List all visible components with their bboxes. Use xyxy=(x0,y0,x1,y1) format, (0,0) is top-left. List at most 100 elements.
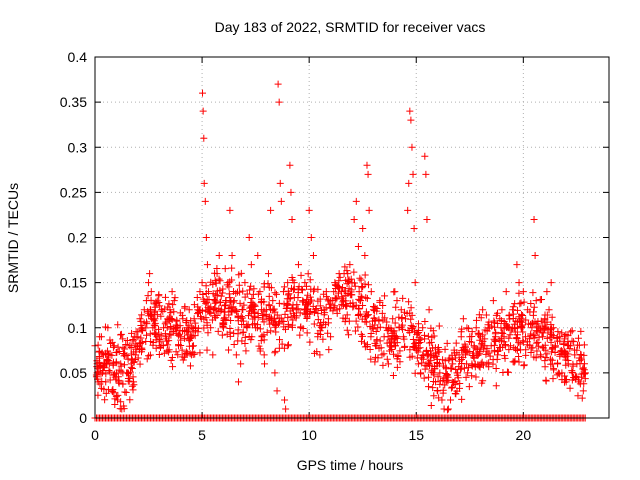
data-point xyxy=(114,321,122,329)
data-point xyxy=(444,405,452,413)
data-point xyxy=(423,350,431,358)
data-point xyxy=(553,371,561,379)
data-point xyxy=(496,315,504,323)
data-point xyxy=(455,357,463,365)
data-point xyxy=(547,328,555,336)
data-point xyxy=(303,313,311,321)
data-point xyxy=(357,276,365,284)
data-point xyxy=(396,347,404,355)
data-point xyxy=(399,294,407,302)
data-point xyxy=(336,273,344,281)
data-point xyxy=(563,352,571,360)
data-point xyxy=(316,351,324,359)
data-point xyxy=(387,342,395,350)
data-point xyxy=(436,380,444,388)
data-point xyxy=(500,333,508,341)
data-point xyxy=(240,301,248,309)
data-point xyxy=(314,333,322,341)
data-point xyxy=(415,336,423,344)
data-point xyxy=(530,303,538,311)
data-point xyxy=(215,252,223,260)
data-point xyxy=(297,271,305,279)
data-point xyxy=(560,340,568,348)
data-point xyxy=(115,379,123,387)
data-point xyxy=(492,382,500,390)
data-point xyxy=(547,279,555,287)
data-point xyxy=(331,279,339,287)
data-point xyxy=(494,320,502,328)
data-point xyxy=(443,339,451,347)
data-point xyxy=(516,300,524,308)
data-point xyxy=(529,289,537,297)
data-point xyxy=(168,353,176,361)
data-point xyxy=(361,252,369,260)
data-point xyxy=(149,316,157,324)
data-point xyxy=(230,341,238,349)
data-point xyxy=(155,291,163,299)
data-point xyxy=(106,351,114,359)
data-point xyxy=(318,324,326,332)
data-point xyxy=(344,270,352,278)
data-point xyxy=(307,234,315,241)
data-point xyxy=(127,360,135,368)
data-point xyxy=(568,376,576,384)
data-point xyxy=(345,317,353,325)
data-point xyxy=(241,333,249,341)
data-point xyxy=(212,291,220,299)
data-point xyxy=(502,288,510,296)
data-point xyxy=(187,333,195,341)
data-point xyxy=(310,287,318,295)
data-point xyxy=(429,369,437,377)
data-point xyxy=(557,347,565,355)
data-point xyxy=(156,302,164,310)
data-point xyxy=(230,297,238,305)
data-point xyxy=(572,372,580,380)
y-tick-label: 0.2 xyxy=(68,230,88,246)
data-point xyxy=(391,319,399,327)
data-point xyxy=(484,321,492,329)
data-point xyxy=(292,306,300,314)
data-point xyxy=(505,334,513,342)
data-point xyxy=(202,300,210,308)
data-point xyxy=(450,379,458,387)
data-point xyxy=(430,392,438,400)
data-point xyxy=(298,285,306,293)
data-point xyxy=(399,333,407,341)
data-point xyxy=(536,296,544,304)
data-point xyxy=(138,324,146,332)
data-point xyxy=(570,338,578,346)
data-point xyxy=(461,342,469,350)
data-point xyxy=(107,339,115,347)
data-point xyxy=(168,316,176,324)
data-point xyxy=(234,288,242,296)
data-point xyxy=(140,306,148,314)
data-point xyxy=(168,288,176,296)
data-point xyxy=(541,346,549,354)
data-point xyxy=(312,305,320,313)
data-point xyxy=(120,345,128,353)
data-point xyxy=(339,284,347,291)
data-point xyxy=(153,333,161,341)
data-point xyxy=(435,348,443,356)
data-point xyxy=(175,342,183,350)
data-point xyxy=(210,295,218,303)
data-point xyxy=(289,304,297,312)
data-point xyxy=(412,342,420,350)
data-point xyxy=(390,350,398,358)
data-point xyxy=(521,333,529,341)
data-point xyxy=(355,288,363,296)
data-point xyxy=(535,333,543,341)
data-point xyxy=(173,317,181,325)
data-point xyxy=(533,320,541,328)
data-point xyxy=(505,312,513,320)
data-point xyxy=(305,206,313,214)
data-point xyxy=(365,206,373,214)
data-point xyxy=(278,340,286,348)
data-point xyxy=(527,320,535,328)
data-point xyxy=(492,365,500,373)
data-point xyxy=(364,170,372,178)
data-point xyxy=(200,315,208,323)
data-point xyxy=(513,347,521,355)
data-point xyxy=(333,294,341,302)
data-point xyxy=(472,316,480,324)
